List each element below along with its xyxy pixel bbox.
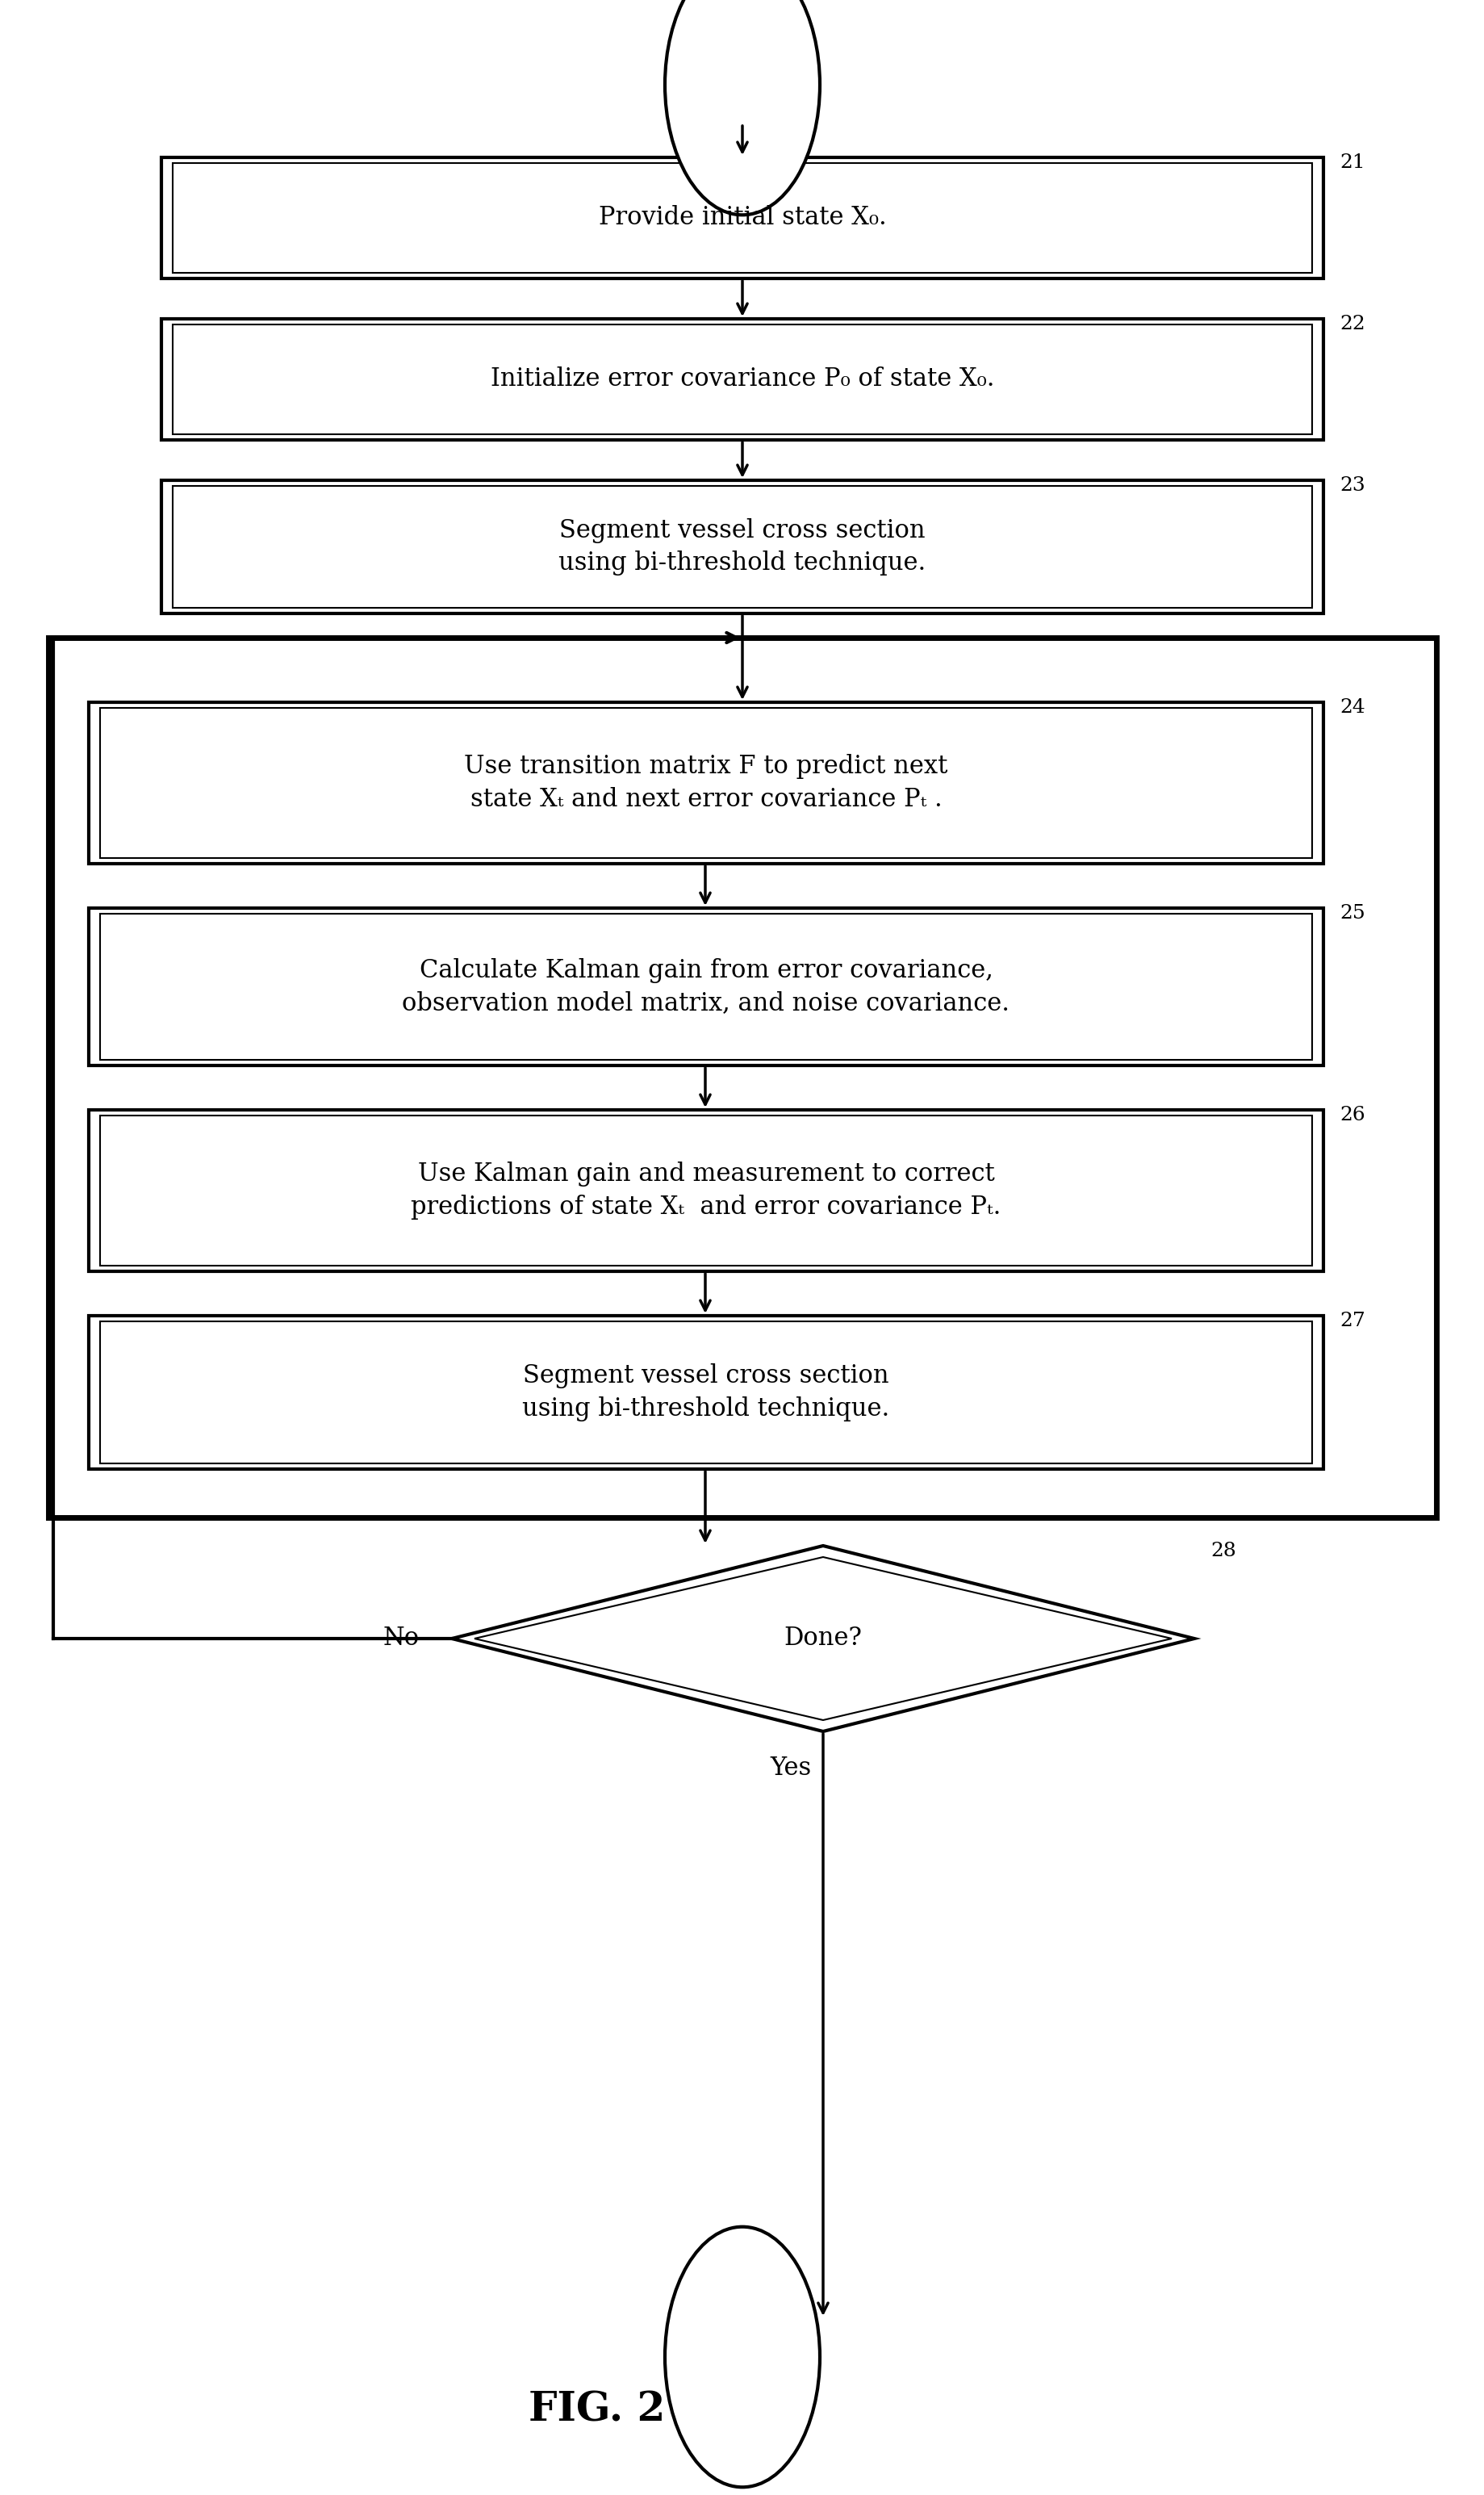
Text: 25: 25 — [1339, 903, 1364, 923]
Text: Provide initial state X₀.: Provide initial state X₀. — [598, 205, 886, 230]
Text: 23: 23 — [1339, 477, 1364, 494]
Text: Yes: Yes — [770, 1756, 812, 1781]
FancyBboxPatch shape — [162, 479, 1322, 614]
Text: 28: 28 — [1209, 1542, 1235, 1559]
Text: 26: 26 — [1339, 1105, 1364, 1125]
Text: Segment vessel cross section
using bi-threshold technique.: Segment vessel cross section using bi-th… — [558, 519, 926, 576]
Polygon shape — [475, 1557, 1171, 1719]
Text: No: No — [383, 1627, 420, 1652]
FancyBboxPatch shape — [162, 157, 1322, 279]
FancyBboxPatch shape — [99, 913, 1312, 1060]
Circle shape — [665, 0, 819, 215]
FancyBboxPatch shape — [172, 324, 1312, 434]
Text: Initialize error covariance P₀ of state X₀.: Initialize error covariance P₀ of state … — [490, 367, 994, 392]
FancyBboxPatch shape — [99, 709, 1312, 858]
Text: 24: 24 — [1339, 699, 1364, 716]
FancyBboxPatch shape — [172, 487, 1312, 609]
FancyBboxPatch shape — [99, 1322, 1312, 1465]
FancyBboxPatch shape — [162, 319, 1322, 439]
FancyBboxPatch shape — [89, 1315, 1322, 1470]
FancyBboxPatch shape — [89, 1110, 1322, 1272]
Text: Calculate Kalman gain from error covariance,
observation model matrix, and noise: Calculate Kalman gain from error covaria… — [402, 958, 1009, 1015]
Circle shape — [665, 2228, 819, 2488]
Text: Segment vessel cross section
using bi-threshold technique.: Segment vessel cross section using bi-th… — [522, 1362, 889, 1422]
Text: Done?: Done? — [784, 1627, 862, 1652]
Text: 27: 27 — [1339, 1312, 1364, 1330]
FancyBboxPatch shape — [172, 162, 1312, 272]
FancyBboxPatch shape — [89, 701, 1322, 863]
FancyBboxPatch shape — [89, 908, 1322, 1065]
Text: Use Kalman gain and measurement to correct
predictions of state Xₜ  and error co: Use Kalman gain and measurement to corre… — [411, 1163, 1000, 1220]
FancyBboxPatch shape — [99, 1115, 1312, 1265]
Text: FIG. 2: FIG. 2 — [528, 2390, 665, 2430]
Polygon shape — [451, 1547, 1193, 1732]
Text: 22: 22 — [1339, 314, 1364, 334]
Text: 21: 21 — [1339, 152, 1364, 172]
Text: Use transition matrix F to predict next
state Xₜ and next error covariance Pₜ .: Use transition matrix F to predict next … — [464, 753, 947, 811]
